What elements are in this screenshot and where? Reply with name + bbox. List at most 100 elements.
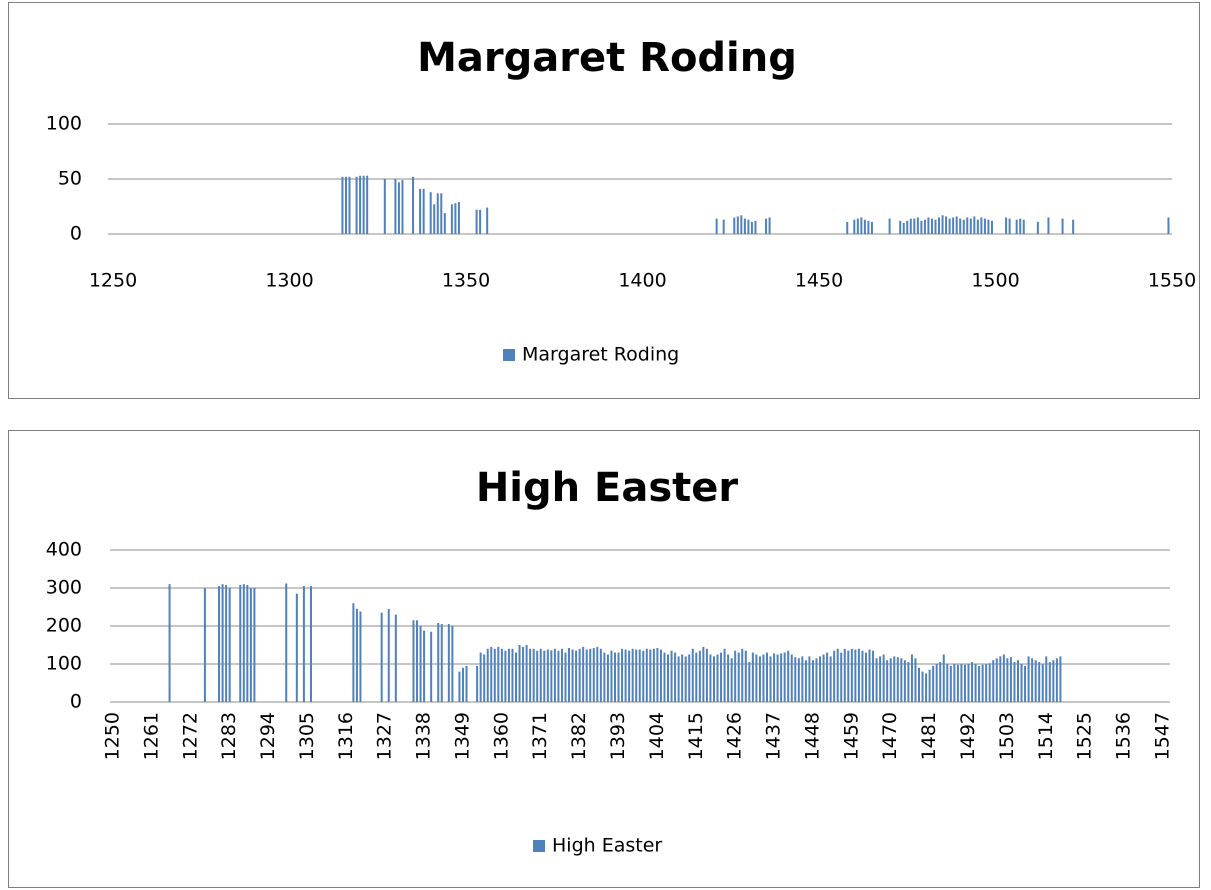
bar (228, 588, 231, 702)
bar (525, 645, 528, 702)
bar (451, 626, 454, 702)
y-tick-label: 100 (46, 653, 82, 675)
bar (656, 648, 659, 702)
bar (249, 588, 252, 702)
bar (1047, 217, 1050, 234)
x-tick-label: 1360 (490, 712, 512, 760)
bar (969, 218, 972, 234)
bar (804, 660, 807, 702)
bar (918, 667, 921, 702)
bar (610, 650, 613, 702)
x-tick-label: 1415 (685, 712, 707, 760)
bar (939, 662, 942, 702)
bar (1015, 219, 1018, 234)
bar (856, 218, 859, 234)
bar (429, 192, 432, 234)
bar (412, 176, 415, 234)
bar (1036, 221, 1039, 234)
bar (621, 648, 624, 702)
bar (628, 650, 631, 702)
bar (976, 219, 979, 234)
bar (980, 217, 983, 234)
x-tick-label: 1481 (918, 712, 940, 760)
bar (674, 652, 677, 702)
bar (967, 664, 970, 702)
bar (599, 648, 602, 702)
bar (1022, 219, 1025, 234)
bar (436, 193, 439, 234)
bar (867, 220, 870, 234)
bar (1167, 217, 1170, 234)
bar (592, 648, 595, 702)
bar (635, 649, 638, 702)
x-tick-label: 1294 (257, 712, 279, 760)
bar (923, 219, 926, 234)
bar (575, 650, 578, 702)
bar (930, 218, 933, 234)
bar (543, 650, 546, 702)
bar (465, 665, 468, 702)
x-tick-label: 1503 (996, 712, 1018, 760)
x-tick-label: 1437 (763, 712, 785, 760)
bar (988, 663, 991, 702)
bar (649, 649, 652, 702)
bar (981, 664, 984, 702)
bar (854, 649, 857, 702)
bar (702, 646, 705, 702)
x-tick-label: 1547 (1151, 712, 1173, 760)
x-tick-label: 1305 (296, 712, 318, 760)
bar (443, 213, 446, 234)
bar (355, 608, 358, 702)
bar (733, 217, 736, 234)
bar (879, 656, 882, 702)
bar (412, 620, 415, 702)
bar (952, 217, 955, 234)
bar (253, 588, 256, 702)
bar (953, 664, 956, 702)
bar (716, 654, 719, 702)
bar (1019, 218, 1022, 234)
bar (737, 652, 740, 702)
bar (1006, 658, 1009, 702)
bar (670, 650, 673, 702)
bar (497, 646, 500, 702)
bar (992, 660, 995, 702)
bar (754, 220, 757, 234)
x-tick-label: 1300 (265, 270, 313, 292)
bar (613, 652, 616, 702)
bar (974, 664, 977, 702)
x-tick-label: 1382 (568, 712, 590, 760)
bar (776, 654, 779, 702)
bar (698, 650, 701, 702)
bar (769, 656, 772, 702)
bar (285, 583, 288, 702)
bar (934, 219, 937, 234)
x-tick-label: 1550 (1148, 270, 1196, 292)
bar (966, 217, 969, 234)
bar (715, 218, 718, 234)
bar (956, 664, 959, 702)
bar (242, 584, 245, 702)
bar (846, 221, 849, 234)
bar (941, 215, 944, 234)
bar (1031, 658, 1034, 702)
bar (585, 649, 588, 702)
bar (447, 624, 450, 702)
bar (1027, 656, 1030, 702)
bar (309, 586, 312, 702)
bar (366, 175, 369, 234)
bar (829, 656, 832, 702)
x-tick-label: 1272 (179, 712, 201, 760)
bar (914, 658, 917, 702)
bar (458, 671, 461, 702)
bar (490, 646, 493, 702)
bar (578, 648, 581, 702)
bar (652, 648, 655, 702)
bar (780, 653, 783, 702)
bar (1045, 656, 1048, 702)
legend-swatch (503, 349, 515, 361)
x-tick-label: 1470 (879, 712, 901, 760)
bar (863, 219, 866, 234)
bar (948, 218, 951, 234)
